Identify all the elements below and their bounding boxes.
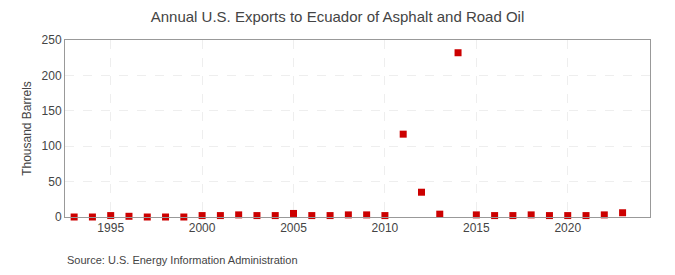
svg-text:1995: 1995 [97, 221, 124, 235]
svg-text:2020: 2020 [554, 221, 581, 235]
svg-text:150: 150 [42, 104, 62, 118]
svg-text:250: 250 [42, 33, 62, 47]
svg-text:0: 0 [55, 210, 62, 224]
svg-text:2015: 2015 [463, 221, 490, 235]
svg-text:Source: U.S. Energy Informatio: Source: U.S. Energy Information Administ… [67, 254, 298, 266]
svg-text:Thousand Barrels: Thousand Barrels [20, 81, 34, 176]
svg-text:2005: 2005 [280, 221, 307, 235]
svg-text:200: 200 [42, 69, 62, 83]
svg-text:Annual U.S. Exports to Ecuador: Annual U.S. Exports to Ecuador of Asphal… [151, 8, 525, 25]
svg-text:100: 100 [42, 139, 62, 153]
svg-text:2010: 2010 [372, 221, 399, 235]
svg-text:50: 50 [48, 175, 62, 189]
svg-text:2000: 2000 [189, 221, 216, 235]
